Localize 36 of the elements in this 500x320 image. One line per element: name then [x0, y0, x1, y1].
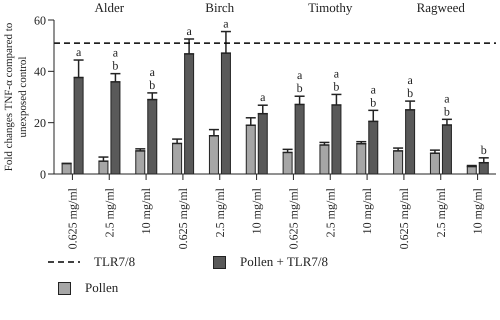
text: Ragweed	[416, 0, 465, 15]
data-label: a b	[407, 73, 414, 100]
x-tick-label: 0.625 mg/ml	[396, 187, 411, 250]
text: Timothy	[308, 0, 352, 15]
data-label: a b	[112, 46, 119, 73]
x-tick-label: 0.625 mg/ml	[65, 187, 80, 250]
data-label: a	[76, 45, 82, 60]
y-tick-label: 20	[34, 116, 46, 130]
legend-label: Pollen + TLR7/8	[240, 254, 328, 270]
data-label: a b	[370, 82, 377, 110]
x-tick-label: 0.625 mg/ml	[176, 187, 190, 250]
y-tick-label: 60	[34, 13, 46, 28]
y-tick-label: 0	[40, 167, 46, 182]
x-tick-label: 10 mg/ml	[360, 187, 374, 234]
data-label: a	[223, 16, 230, 31]
x-tick-label: 2.5 mg/ml	[323, 187, 338, 238]
text: Birch	[205, 0, 234, 15]
legend-label: Pollen	[85, 280, 118, 296]
x-tick-label: 2.5 mg/ml	[102, 187, 116, 238]
x-tick-label: 10 mg/ml	[139, 187, 154, 234]
data-label: a b	[444, 91, 450, 118]
data-label: a b	[149, 64, 156, 92]
text: Alder	[94, 0, 124, 15]
x-tick-label: 2.5 mg/ml	[434, 187, 448, 238]
y-tick-label: 40	[34, 64, 46, 79]
x-tick-label: 0.625 mg/ml	[286, 187, 300, 250]
data-label: a	[186, 24, 192, 38]
data-label: b	[480, 142, 487, 157]
y-axis-title: Fold changes TNF-α compared to unexposed control	[3, 22, 29, 172]
x-tick-label: 2.5 mg/ml	[212, 187, 227, 238]
legend-label: TLR7/8	[94, 254, 136, 270]
x-tick-label: 10 mg/ml	[470, 187, 485, 234]
x-tick-label: 10 mg/ml	[250, 187, 264, 234]
data-label: a	[260, 90, 266, 104]
data-label: a b	[333, 66, 340, 94]
data-label: a b	[296, 68, 303, 96]
